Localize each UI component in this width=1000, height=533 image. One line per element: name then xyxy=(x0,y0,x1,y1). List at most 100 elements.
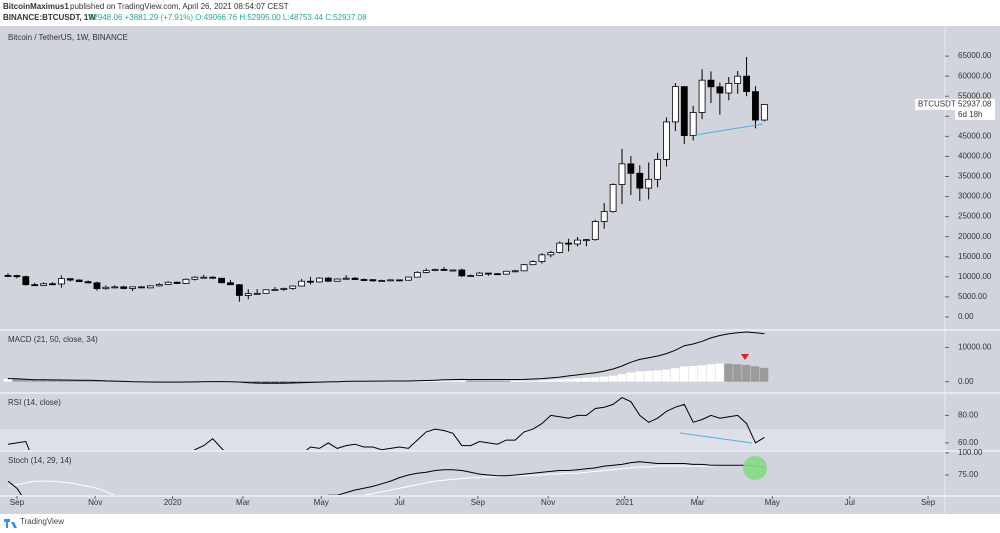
candle-body xyxy=(627,163,635,174)
histogram-bar xyxy=(270,381,279,383)
candle-body xyxy=(636,172,644,189)
candle-body xyxy=(93,282,101,290)
stoch-k-line xyxy=(7,461,765,495)
candle-body xyxy=(271,289,279,291)
candle-body xyxy=(467,275,475,277)
histogram-bar xyxy=(555,379,564,382)
candle-body xyxy=(324,277,332,282)
last-price: 52937.08 xyxy=(958,100,992,109)
x-tick-label: Jul xyxy=(845,498,855,507)
candle-body xyxy=(752,91,759,121)
x-tick-label: Sep xyxy=(921,498,936,507)
histogram-bar xyxy=(439,380,448,382)
histogram-bar xyxy=(679,366,689,382)
candle-body xyxy=(138,286,145,289)
candle-body xyxy=(565,242,573,245)
highlight-circle xyxy=(743,456,767,480)
candle-body xyxy=(164,281,172,285)
histogram-bar xyxy=(626,372,635,382)
candle-body xyxy=(413,272,421,278)
candle-body xyxy=(663,121,670,160)
histogram-bar xyxy=(564,378,573,382)
candle-body xyxy=(387,279,395,282)
histogram-bar xyxy=(590,377,600,382)
histogram-bar xyxy=(74,380,84,382)
last-price-box xyxy=(915,99,995,111)
y-tick-label: 60.00 xyxy=(958,438,979,447)
candle-body xyxy=(351,277,359,280)
candle-body xyxy=(645,178,653,189)
histogram-bar xyxy=(733,364,742,382)
candle-body xyxy=(671,86,679,123)
histogram-bar xyxy=(653,370,662,382)
x-tick-label: Nov xyxy=(541,498,555,507)
candle-body xyxy=(262,289,270,294)
candle-body xyxy=(680,86,688,136)
rsi-line xyxy=(7,397,765,450)
candle-body xyxy=(120,286,128,289)
candle-body xyxy=(244,293,252,296)
y-tick-label: 55000.00 xyxy=(958,91,992,100)
symbol: BINANCE:BTCUSDT, 1W xyxy=(3,13,96,22)
candle-body xyxy=(155,284,163,287)
histogram-bar xyxy=(537,380,546,382)
candle-body xyxy=(494,273,501,276)
histogram-bar xyxy=(697,365,707,382)
histogram-bar xyxy=(279,381,288,383)
candle-body xyxy=(734,75,742,84)
histogram-bar xyxy=(448,380,457,382)
candle-body xyxy=(333,278,341,282)
candle-body xyxy=(511,270,519,273)
y-tick-label: 45000.00 xyxy=(958,131,992,140)
histogram-bar xyxy=(83,380,93,382)
candle-body xyxy=(591,221,599,241)
candle-body xyxy=(218,277,225,284)
candle-body xyxy=(209,276,217,279)
candle-body xyxy=(485,272,492,275)
stoch-title: Stoch (14, 29, 14) xyxy=(8,456,72,465)
histogram-bar xyxy=(662,369,671,382)
histogram-bar xyxy=(261,381,271,383)
y-tick-label: 20000.00 xyxy=(958,232,992,241)
candle-body xyxy=(4,275,12,277)
candle-body xyxy=(502,270,510,275)
logo xyxy=(4,519,17,528)
y-tick-label: 80.00 xyxy=(958,411,979,420)
last-symbol: BTCUSDT xyxy=(918,100,956,109)
macd-line xyxy=(7,331,765,384)
footer-brand: TradingView xyxy=(20,517,64,526)
histogram-bar xyxy=(617,374,626,382)
candle-body xyxy=(618,163,626,185)
rsi-pane xyxy=(0,397,945,450)
candle-body xyxy=(654,159,661,180)
candle-body xyxy=(431,269,439,271)
x-tick-label: May xyxy=(314,498,329,507)
histogram-bar xyxy=(706,364,715,382)
candle-body xyxy=(360,279,368,281)
y-tick-label: 35000.00 xyxy=(958,172,992,181)
candle-body xyxy=(725,82,733,94)
countdown: 6d 18h xyxy=(958,110,982,119)
sell-arrow xyxy=(741,354,749,360)
candle-body xyxy=(40,283,48,286)
candle-body xyxy=(422,270,430,273)
countdown-box xyxy=(955,110,995,121)
trend-line xyxy=(679,432,753,444)
histogram-bar xyxy=(751,366,760,382)
candle-body xyxy=(22,276,30,286)
histogram-bar xyxy=(421,380,431,382)
stoch-d-line xyxy=(7,464,765,495)
histogram-bar xyxy=(288,381,297,383)
y-tick-label: 75.00 xyxy=(958,470,979,479)
candle-body xyxy=(146,285,154,289)
y-tick-label: 5000.00 xyxy=(958,292,987,301)
candle-body xyxy=(342,277,350,280)
y-tick-label: 60000.00 xyxy=(958,71,992,80)
histogram-bar xyxy=(65,380,75,382)
candle-body xyxy=(405,276,412,281)
histogram-bar xyxy=(635,371,644,382)
histogram-bar xyxy=(39,379,48,382)
candle-body xyxy=(707,79,715,88)
candle-body xyxy=(743,75,750,93)
